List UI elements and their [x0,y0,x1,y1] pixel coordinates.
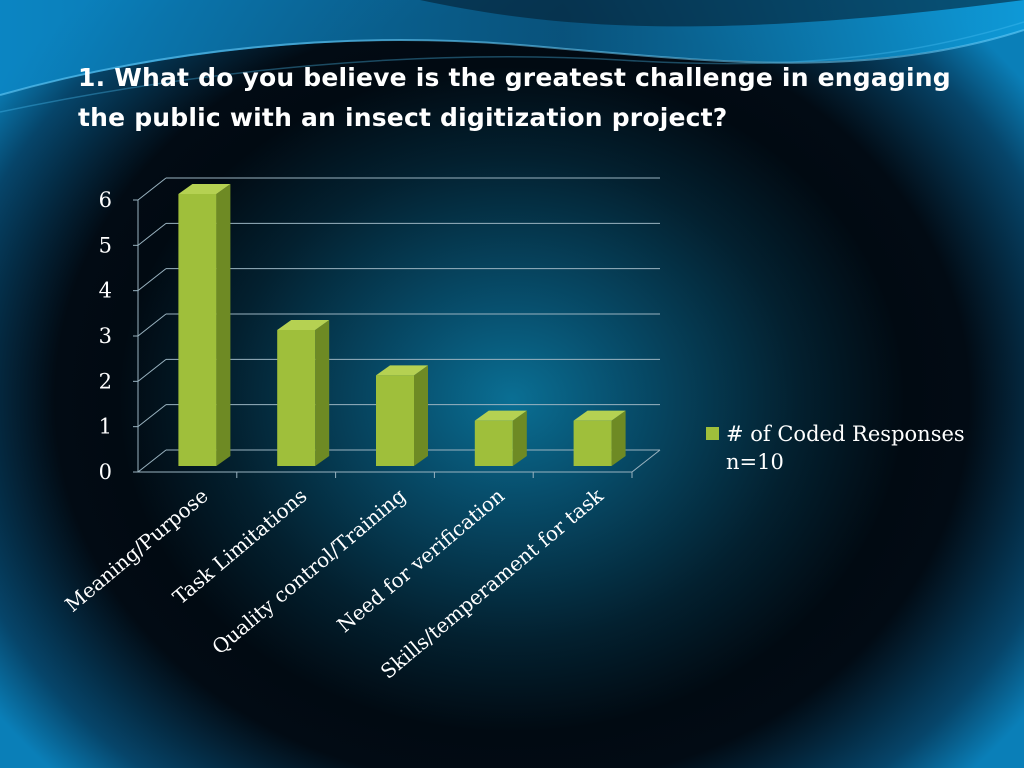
gridline-side [137,177,167,201]
gridline-side [137,404,167,428]
bar [376,375,414,466]
y-tick-label: 4 [99,279,112,303]
bar-top [474,410,527,421]
legend-swatch [706,427,719,440]
gridline-side [137,449,167,473]
bar-top [178,184,231,194]
y-tick-label: 0 [99,460,112,484]
gridline-side [137,358,167,382]
gridline-side [137,222,167,246]
bar-top [277,320,330,330]
bar-side [216,184,231,466]
legend-note: n=10 [726,450,784,474]
slide-title: 1. What do you believe is the greatest c… [78,63,951,132]
header-swoosh-decoration [0,0,1024,113]
chart-legend: # of Coded Responses n=10 [706,420,965,476]
bar-top [376,365,428,376]
y-tick-label: 2 [99,369,112,393]
bar-side [512,410,527,466]
gridline-side [137,268,167,292]
x-tick-label: Need for verification [332,483,509,637]
x-tick-label: Quality control/Training [207,483,410,659]
legend-entry: # of Coded Responses [706,420,965,448]
bar [277,330,316,466]
gridline-side [137,313,167,337]
y-tick-label: 5 [99,233,112,257]
bar [573,420,612,466]
floor-edge [631,449,661,473]
y-tick-label: 1 [99,415,112,439]
bar-top [573,410,626,421]
bar [474,420,513,466]
bar [178,194,217,466]
y-tick-label: 3 [99,324,112,348]
legend-series-label: # of Coded Responses [726,422,965,446]
bar-side [315,320,330,466]
bar-side [611,410,626,466]
y-tick-label: 6 [99,188,112,212]
bar-side [414,365,428,466]
